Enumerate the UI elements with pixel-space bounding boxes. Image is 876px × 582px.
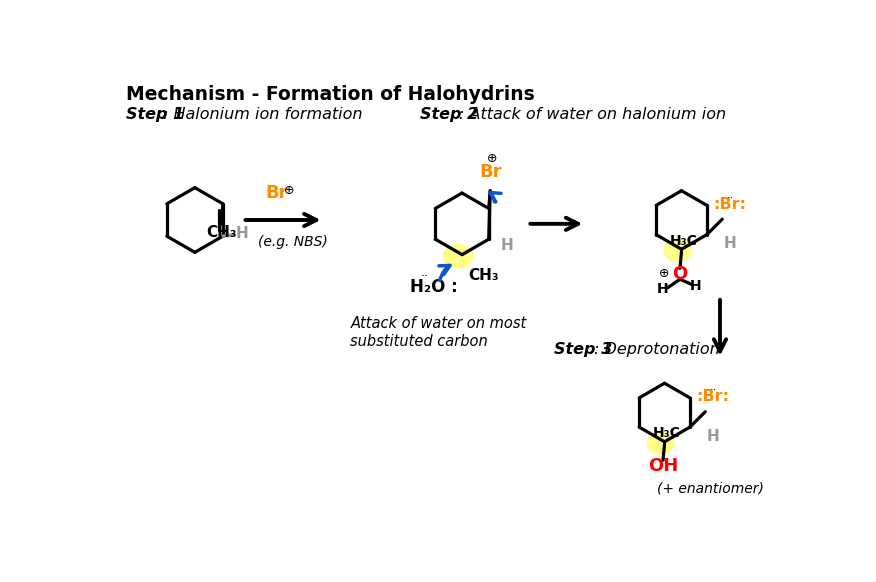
Text: Step 2: Step 2 — [420, 107, 478, 122]
Ellipse shape — [443, 244, 473, 268]
Text: H: H — [707, 429, 719, 444]
Text: Step 3: Step 3 — [555, 342, 612, 357]
Text: H: H — [500, 238, 513, 253]
Text: Step 1: Step 1 — [125, 107, 184, 122]
Text: : Attack of water on halonium ion: : Attack of water on halonium ion — [459, 107, 726, 122]
Text: :Br:: :Br: — [713, 197, 746, 211]
Text: ⊕: ⊕ — [660, 267, 670, 281]
Text: H₂O :: H₂O : — [410, 278, 457, 296]
Text: : Halonium ion formation: : Halonium ion formation — [163, 107, 363, 122]
Text: ··: ·· — [726, 193, 733, 203]
Text: CH₃: CH₃ — [206, 225, 237, 240]
Text: O: O — [672, 265, 688, 283]
Text: Br: Br — [479, 164, 501, 182]
Ellipse shape — [664, 240, 691, 261]
Text: Br: Br — [265, 184, 288, 203]
Text: (+ enantiomer): (+ enantiomer) — [657, 482, 764, 496]
Text: :Br:: :Br: — [696, 389, 730, 404]
Text: ··: ·· — [710, 385, 717, 395]
Text: H: H — [657, 282, 668, 296]
Text: OH: OH — [648, 457, 678, 475]
Text: Attack of water on most
substituted carbon: Attack of water on most substituted carb… — [350, 316, 526, 349]
Text: ⊕: ⊕ — [284, 184, 294, 197]
Text: (e.g. NBS): (e.g. NBS) — [258, 235, 328, 250]
Text: : Deprotonation: : Deprotonation — [595, 342, 720, 357]
Text: H: H — [689, 279, 701, 293]
Text: CH₃: CH₃ — [468, 268, 498, 283]
Text: H: H — [235, 226, 248, 240]
Text: H₃C: H₃C — [653, 426, 681, 440]
Text: ⊕: ⊕ — [486, 151, 497, 165]
Text: ··: ·· — [421, 271, 429, 283]
Text: Mechanism - Formation of Halohydrins: Mechanism - Formation of Halohydrins — [125, 85, 534, 104]
Ellipse shape — [647, 432, 675, 454]
Text: H₃C: H₃C — [670, 234, 698, 248]
Text: H: H — [724, 236, 737, 251]
